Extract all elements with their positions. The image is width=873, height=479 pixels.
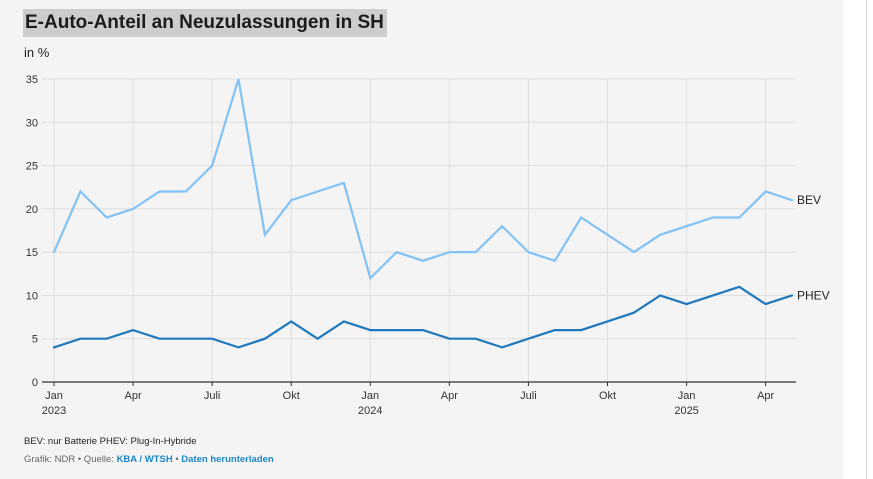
x-tick-label: Jan: [45, 390, 63, 402]
y-tick-labels: 0 5 10 15 20 25 30 35: [26, 74, 38, 389]
x-tick-label: Juli: [520, 390, 537, 402]
y-tick-label: 35: [26, 74, 38, 86]
download-data-link[interactable]: Daten herunterladen: [181, 454, 274, 465]
x-tick-label: Jan: [678, 390, 696, 402]
series-line-bev: [52, 78, 794, 281]
y-tick-label: 5: [32, 334, 38, 346]
x-tick-label: Apr: [757, 390, 774, 402]
x-year-label: 2024: [358, 405, 382, 417]
x-tick-label: Apr: [125, 390, 142, 402]
grid-lines: [42, 78, 796, 386]
source-link[interactable]: KBA / WTSH: [116, 454, 173, 465]
x-tick-label: Juli: [204, 390, 221, 402]
y-tick-label: 15: [26, 247, 38, 259]
y-axis-unit-label: in %: [24, 45, 50, 60]
source-line: Grafik: NDR • Quelle: KBA / WTSH • Daten…: [24, 454, 274, 465]
x-year-label: 2025: [674, 405, 698, 417]
credit-text: Grafik: NDR: [24, 454, 76, 465]
source-separator: • Quelle:: [75, 454, 117, 465]
y-tick-label: 0: [32, 377, 38, 389]
x-tick-label: Jan: [361, 390, 379, 402]
link-separator: •: [172, 454, 182, 465]
series-lines: [52, 78, 794, 349]
series-line-phev: [52, 285, 794, 349]
series-label-bev: BEV: [797, 193, 821, 207]
footnote: BEV: nur Batterie PHEV: Plug-In-Hybride: [24, 436, 197, 447]
y-tick-label: 10: [26, 290, 38, 302]
x-year-label: 2023: [42, 405, 66, 417]
frame-edge: [866, 0, 867, 479]
series-label-phev: PHEV: [797, 288, 830, 302]
x-tick-label: Okt: [283, 390, 300, 402]
x-tick-label: Apr: [441, 390, 458, 402]
y-tick-label: 25: [26, 161, 38, 173]
x-tick-label: Okt: [599, 390, 616, 402]
y-tick-label: 30: [26, 117, 38, 129]
x-tick-labels: Jan 2023 Apr Juli Okt Jan 2024 Apr Juli Okt Jan 202…: [42, 390, 775, 417]
chart-title: E-Auto-Anteil an Neuzulassungen in SH: [23, 9, 387, 37]
y-tick-label: 20: [26, 204, 38, 216]
series-end-labels: BEV PHEV: [797, 193, 830, 302]
chart-card: [0, 0, 843, 479]
